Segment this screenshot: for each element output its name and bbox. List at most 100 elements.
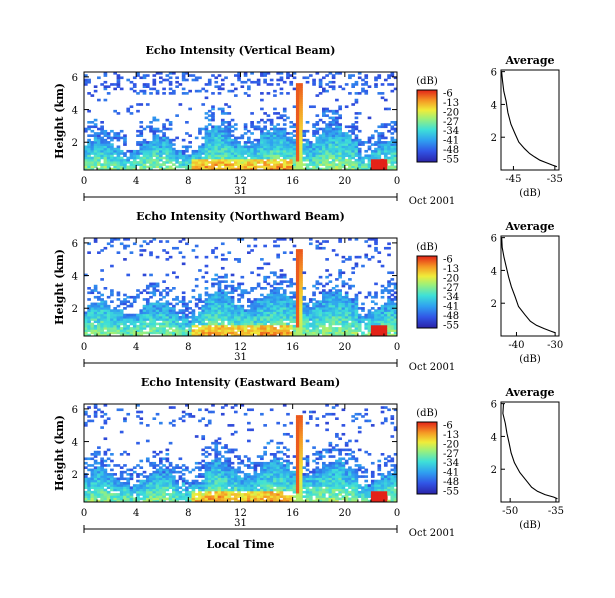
colorbar-unit: (dB) xyxy=(416,242,438,253)
colorbar-tick-label: -13 xyxy=(443,430,459,441)
y-tick-label: 2 xyxy=(72,304,78,315)
date-label: Oct 2001 xyxy=(409,528,455,539)
average-y-tick-label: 2 xyxy=(491,465,497,476)
average-y-tick-label: 6 xyxy=(491,68,497,79)
average-y-tick-label: 2 xyxy=(491,299,497,310)
heatmap-cells xyxy=(84,238,398,337)
colorbar-tick-label: -48 xyxy=(443,145,459,156)
y-tick-label: 6 xyxy=(72,73,78,84)
average-title: Average xyxy=(504,54,554,67)
y-tick-label: 4 xyxy=(72,272,78,283)
average-frame xyxy=(500,401,560,503)
colorbar-tick-label: -20 xyxy=(443,439,459,450)
average-x-axis-label: (dB) xyxy=(519,188,541,199)
average-y-tick-label: 4 xyxy=(491,266,497,277)
y-tick-label: 6 xyxy=(72,239,78,250)
colorbar-tick-label: -48 xyxy=(443,311,459,322)
x-tick-label: 16 xyxy=(286,342,299,353)
colorbar-tick-label: -34 xyxy=(443,458,459,469)
colorbar-tick-label: -34 xyxy=(443,126,459,137)
average-y-tick-label: 4 xyxy=(491,432,497,443)
x-tick-label: 16 xyxy=(286,176,299,187)
x-tick-label: 16 xyxy=(286,508,299,519)
colorbar-tick-label: -13 xyxy=(443,98,459,109)
colorbar-tick-label: -55 xyxy=(443,321,459,332)
average-frame xyxy=(500,69,560,171)
y-axis-label: Height (km) xyxy=(53,249,66,325)
y-tick-label: 2 xyxy=(72,470,78,481)
x-tick-label: 4 xyxy=(133,342,139,353)
average-x-axis-label: (dB) xyxy=(519,354,541,365)
average-y-tick-label: 6 xyxy=(491,400,497,411)
y-tick-label: 2 xyxy=(72,138,78,149)
x-tick-label: 0 xyxy=(394,176,400,187)
average-x-tick-label: -35 xyxy=(548,506,564,517)
colorbar-tick-label: -27 xyxy=(443,449,459,460)
x-tick-label: 12 xyxy=(234,342,247,353)
colorbar-tick-label: -34 xyxy=(443,292,459,303)
colorbar-tick-label: -41 xyxy=(443,302,459,313)
x-tick-label: 0 xyxy=(394,342,400,353)
heatmap-cells xyxy=(84,72,398,171)
colorbar-unit: (dB) xyxy=(416,408,438,419)
x-tick-label: 4 xyxy=(133,176,139,187)
average-x-tick-label: -30 xyxy=(547,340,563,351)
colorbar-unit: (dB) xyxy=(416,76,438,87)
average-y-tick-label: 2 xyxy=(491,133,497,144)
date-label: Oct 2001 xyxy=(409,362,455,373)
colorbar-tick-label: -6 xyxy=(443,421,453,432)
x-tick-label: 8 xyxy=(185,508,191,519)
average-x-tick-label: -50 xyxy=(502,506,518,517)
colorbar-tick-label: -6 xyxy=(443,255,453,266)
y-tick-label: 4 xyxy=(72,106,78,117)
average-profile-line xyxy=(501,71,558,168)
average-x-tick-label: -35 xyxy=(547,174,563,185)
y-tick-label: 4 xyxy=(72,438,78,449)
y-axis-label: Height (km) xyxy=(53,83,66,159)
x-tick-label: 8 xyxy=(185,176,191,187)
x-tick-label: 0 xyxy=(81,342,87,353)
average-profile-line xyxy=(502,403,558,500)
x-tick-label: 8 xyxy=(185,342,191,353)
colorbar-tick-label: -27 xyxy=(443,283,459,294)
colorbar-tick-label: -20 xyxy=(443,273,459,284)
panel-title: Echo Intensity (Eastward Beam) xyxy=(141,376,340,389)
date-label: Oct 2001 xyxy=(409,196,455,207)
colorbar-tick-label: -55 xyxy=(443,487,459,498)
heatmap-cells xyxy=(84,404,398,503)
x-tick-label: 12 xyxy=(234,508,247,519)
x-tick-label: 4 xyxy=(133,508,139,519)
day-label: 31 xyxy=(234,186,247,197)
x-tick-label: 0 xyxy=(394,508,400,519)
average-profile-line xyxy=(501,237,556,334)
average-y-tick-label: 6 xyxy=(491,234,497,245)
panel-1: Echo Intensity (Vertical Beam) 0 4 8 12 16 20 0… xyxy=(53,44,563,207)
panel-title: Echo Intensity (Vertical Beam) xyxy=(145,44,335,57)
colorbar-tick-label: -6 xyxy=(443,89,453,100)
colorbar-tick-label: -41 xyxy=(443,468,459,479)
y-tick-label: 6 xyxy=(72,405,78,416)
panel-2: Echo Intensity (Northward Beam)0 4 8 12 16 20… xyxy=(53,210,563,373)
day-label: 31 xyxy=(234,352,247,363)
panel-title: Echo Intensity (Northward Beam) xyxy=(136,210,345,223)
colorbar-tick-label: -41 xyxy=(443,136,459,147)
average-frame xyxy=(500,235,560,337)
colorbar xyxy=(416,89,438,163)
y-axis-label: Height (km) xyxy=(53,415,66,491)
average-x-tick-label: -45 xyxy=(505,174,521,185)
day-label: 31 xyxy=(234,518,247,529)
panel-3: Echo Intensity (Eastward Beam) 0 4 8 12 16 20 0… xyxy=(53,376,564,539)
colorbar-tick-label: -13 xyxy=(443,264,459,275)
average-title: Average xyxy=(504,386,554,399)
x-tick-label: 12 xyxy=(234,176,247,187)
average-title: Average xyxy=(504,220,554,233)
average-x-axis-label: (dB) xyxy=(519,520,541,531)
x-tick-label: 0 xyxy=(81,176,87,187)
average-y-tick-label: 4 xyxy=(491,100,497,111)
colorbar xyxy=(416,421,438,495)
colorbar-tick-label: -55 xyxy=(443,155,459,166)
colorbar xyxy=(416,255,438,329)
colorbar-tick-label: -20 xyxy=(443,107,459,118)
average-x-tick-label: -40 xyxy=(508,340,524,351)
